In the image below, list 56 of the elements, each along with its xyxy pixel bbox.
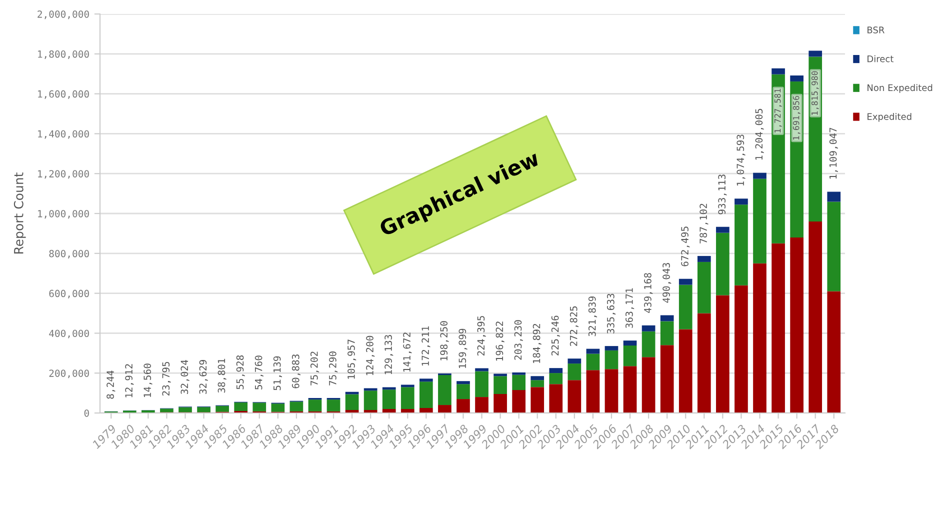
total-label: 75,290 bbox=[329, 352, 338, 386]
total-label: 203,230 bbox=[514, 320, 523, 360]
total-label: 490,043 bbox=[662, 263, 672, 303]
total-label: 225,246 bbox=[551, 316, 560, 356]
legend-label: Non Expedited bbox=[868, 84, 932, 93]
total-label: 141,672 bbox=[403, 332, 412, 372]
total-label: 933,113 bbox=[718, 174, 727, 214]
total-label: 184,892 bbox=[532, 324, 542, 363]
y-tick-label: 200,000 bbox=[49, 370, 89, 378]
total-label: 1,691,856 bbox=[792, 96, 800, 140]
total-label: 124,200 bbox=[366, 336, 375, 376]
total-label: 196,822 bbox=[496, 322, 504, 361]
legend-label: Expedited bbox=[868, 113, 912, 122]
legend-label: BSR bbox=[868, 26, 884, 34]
total-label: 55,928 bbox=[236, 355, 245, 390]
y-axis-title: Report Count bbox=[14, 172, 26, 254]
total-label: 272,825 bbox=[570, 306, 578, 346]
total-label: 32,024 bbox=[180, 360, 190, 394]
y-tick-label: 400,000 bbox=[49, 330, 89, 338]
total-label: 363,171 bbox=[626, 288, 634, 328]
total-label: 129,133 bbox=[384, 335, 394, 374]
y-tick-label: 600,000 bbox=[49, 290, 89, 298]
total-label: 672,495 bbox=[681, 226, 690, 266]
total-label: 14,560 bbox=[144, 364, 152, 397]
y-tick-label: 1,200,000 bbox=[38, 170, 89, 179]
legend-label: Direct bbox=[868, 55, 894, 62]
total-label: 335,633 bbox=[606, 294, 616, 334]
total-label: 159,899 bbox=[458, 328, 468, 368]
y-tick-label: 1,400,000 bbox=[38, 130, 89, 139]
y-tick-label: 1,000,000 bbox=[38, 210, 89, 219]
y-tick-label: 1,800,000 bbox=[38, 50, 89, 59]
total-label: 32,629 bbox=[199, 360, 208, 394]
total-label: 75,202 bbox=[310, 352, 320, 386]
total-label: 1,204,005 bbox=[755, 108, 764, 160]
total-label: 51,139 bbox=[273, 356, 282, 390]
y-tick-label: 1,600,000 bbox=[38, 90, 89, 99]
total-label: 38,801 bbox=[218, 358, 226, 393]
total-label: 1,074,593 bbox=[736, 134, 746, 186]
total-label: 198,250 bbox=[440, 321, 449, 360]
total-label: 1,815,980 bbox=[811, 71, 819, 115]
total-label: 224,395 bbox=[477, 316, 486, 356]
total-label: 60,883 bbox=[292, 354, 301, 388]
total-label: 54,760 bbox=[254, 356, 264, 390]
total-label: 23,795 bbox=[162, 362, 171, 396]
y-tick-label: 0 bbox=[84, 410, 89, 417]
y-tick-label: 800,000 bbox=[49, 250, 89, 258]
total-label: 321,839 bbox=[588, 296, 598, 336]
total-label: 105,957 bbox=[348, 340, 356, 379]
total-label: 172,211 bbox=[422, 326, 430, 366]
y-tick-label: 2,000,000 bbox=[38, 10, 89, 20]
total-label: 1,727,581 bbox=[774, 88, 782, 132]
total-label: 439,168 bbox=[644, 273, 653, 313]
total-label: 12,912 bbox=[125, 364, 134, 398]
total-label: 1,109,047 bbox=[829, 128, 838, 179]
total-label: 8,244 bbox=[106, 370, 116, 399]
total-label: 787,102 bbox=[700, 204, 708, 244]
